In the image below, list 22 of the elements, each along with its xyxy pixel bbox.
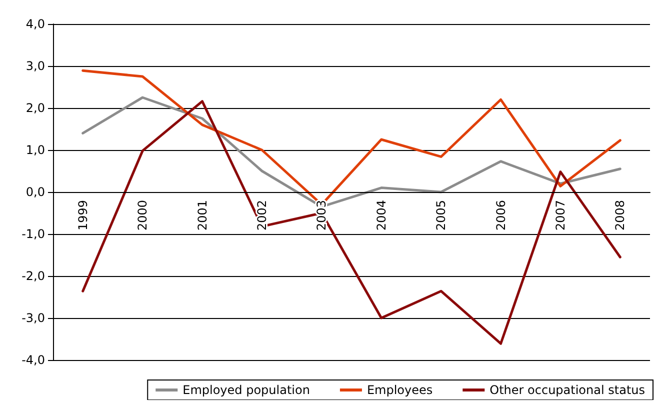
- x-tick-label: 2001: [195, 200, 210, 231]
- legend-label: Employees: [366, 383, 433, 397]
- legend-label: Employed population: [182, 383, 310, 397]
- y-tick-label: -1,0: [22, 227, 45, 241]
- x-tick-label: 2005: [434, 200, 448, 231]
- x-tick-label: 2004: [374, 200, 388, 231]
- legend-label: Other occupational status: [490, 383, 646, 397]
- y-tick-label: -2,0: [22, 269, 45, 283]
- y-tick-label: 1,0: [26, 143, 45, 157]
- y-tick-label: 2,0: [26, 101, 45, 115]
- y-tick-label: -4,0: [22, 353, 45, 367]
- x-tick-label: 2003: [314, 200, 329, 231]
- x-tick-label: 2007: [553, 200, 568, 231]
- x-tick-label: 2002: [254, 200, 269, 231]
- x-tick-label: 2000: [136, 200, 150, 231]
- y-tick-label: 0,0: [26, 185, 45, 199]
- x-tick-label: 2006: [494, 200, 508, 231]
- x-tick-label: 2008: [613, 200, 628, 231]
- y-tick-label: 3,0: [26, 59, 45, 73]
- y-tick-label: -3,0: [22, 311, 45, 325]
- y-tick-label: 4,0: [26, 17, 45, 31]
- x-tick-label: 1999: [76, 200, 90, 231]
